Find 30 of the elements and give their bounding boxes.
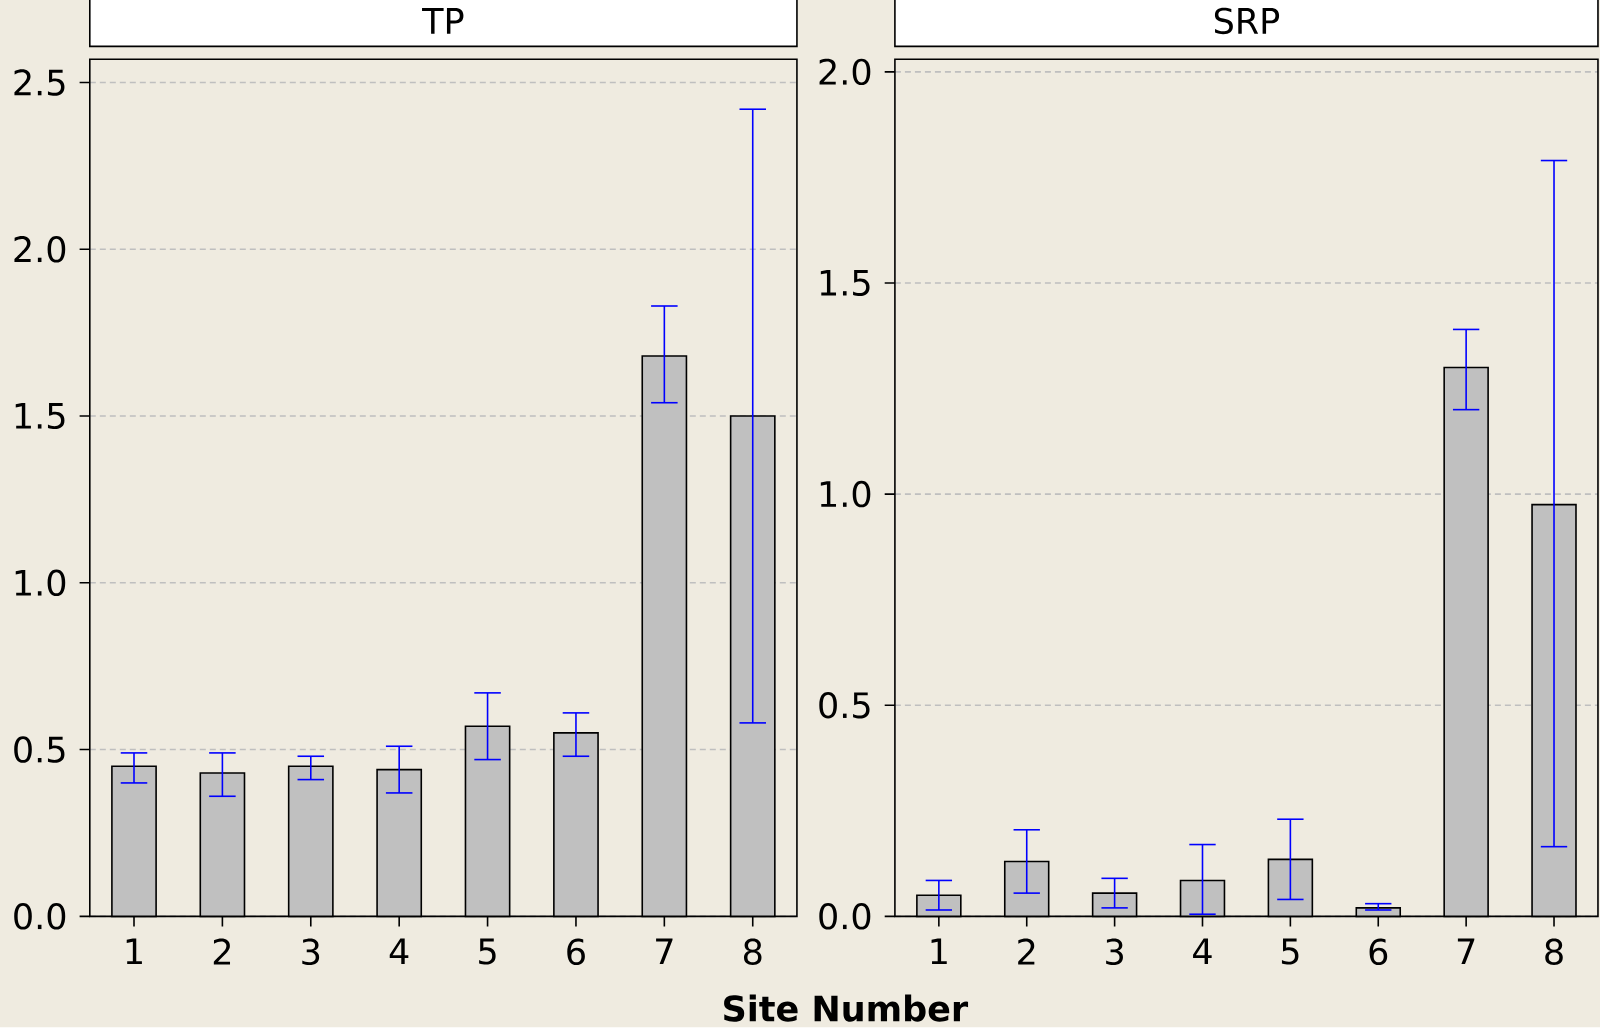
- y-tick-label: 0.0: [14, 903, 66, 930]
- y-tick-label: 1.5: [820, 270, 870, 297]
- x-tick-label: 5: [479, 938, 496, 965]
- x-tick-label: 5: [1281, 938, 1299, 965]
- y-tick-label: 2.0: [819, 58, 871, 86]
- y-tick-label: 1.0: [15, 569, 66, 597]
- x-tick-label: 3: [1106, 938, 1123, 966]
- x-tick-label: 7: [1457, 938, 1475, 965]
- x-tick-label: 3: [302, 938, 320, 966]
- x-tick-label: 4: [1193, 938, 1212, 965]
- y-tick-label: 2.5: [14, 69, 65, 96]
- y-tick-label: 0.0: [819, 903, 871, 930]
- y-tick-label: 2.0: [14, 236, 66, 263]
- x-axis-title: Site Number: [724, 994, 969, 1022]
- x-tick-label: 7: [656, 938, 673, 965]
- x-tick-label: 1: [126, 938, 142, 965]
- x-tick-label: 2: [1018, 938, 1035, 965]
- y-tick-label: 0.5: [14, 736, 65, 764]
- y-tick-label: 1.0: [820, 481, 871, 508]
- chart-title: TP: [422, 8, 464, 34]
- x-tick-label: 1: [931, 938, 947, 965]
- x-tick-label: 8: [743, 938, 762, 966]
- y-tick-label: 0.5: [819, 692, 870, 719]
- x-tick-label: 4: [389, 938, 409, 965]
- x-tick-label: 8: [1545, 938, 1563, 966]
- x-tick-label: 6: [1369, 938, 1388, 966]
- chart-title: SRP: [1214, 7, 1280, 35]
- x-tick-label: 6: [567, 938, 585, 966]
- x-tick-label: 2: [213, 938, 231, 965]
- y-tick-label: 1.5: [15, 403, 65, 430]
